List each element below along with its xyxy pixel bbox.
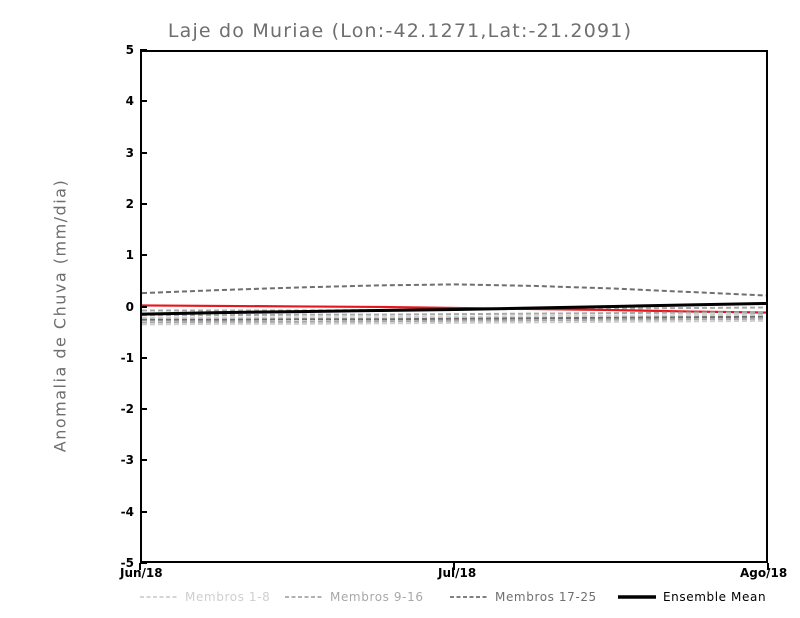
x-tick-label: Jul/18 [438, 566, 477, 580]
legend-label: Ensemble Mean [663, 590, 767, 604]
y-tick-label: -1 [120, 350, 134, 365]
series-line [142, 311, 766, 317]
y-tick-label: 4 [125, 94, 134, 109]
y-tick-label: 5 [125, 43, 134, 57]
y-tick-label: -2 [120, 402, 134, 417]
series-line [142, 304, 766, 314]
page-title: Laje do Muriae (Lon:-42.1271,Lat:-21.209… [167, 20, 633, 42]
x-tick-mark [453, 563, 455, 570]
y-tick-mark [140, 49, 147, 51]
y-tick-mark [140, 408, 147, 411]
y-tick-mark [140, 151, 147, 154]
plot-canvas [142, 283, 766, 326]
legend-item[interactable]: Membros 9-16 [285, 588, 424, 606]
legend-label: Membros 1-8 [185, 590, 271, 604]
y-tick-mark [140, 510, 147, 513]
legend-swatch-icon [140, 596, 178, 598]
y-tick-label: 1 [125, 248, 134, 263]
y-tick-label: 0 [125, 299, 134, 314]
legend-swatch-icon [450, 596, 488, 598]
legend-label: Membros 17-25 [495, 590, 597, 604]
y-tick-mark [140, 100, 147, 103]
legend: Membros 1-8 Membros 9-16 Membros 17-25 Ense… [0, 588, 800, 608]
y-tick-label: 3 [125, 145, 134, 160]
series-line [142, 319, 766, 326]
series-line [142, 313, 766, 319]
x-tick-mark [139, 563, 141, 570]
y-tick-mark [140, 562, 147, 564]
y-tick-mark [140, 305, 147, 308]
y-tick-mark [140, 356, 147, 359]
legend-label: Membros 9-16 [330, 590, 424, 604]
y-tick-mark [140, 202, 147, 205]
plot-area [140, 50, 768, 563]
y-tick-mark [140, 254, 147, 257]
y-tick-label: -5 [120, 556, 134, 570]
x-tick-label: Ago/18 [740, 566, 788, 580]
legend-item[interactable]: Membros 1-8 [140, 588, 270, 606]
y-axis-label: Anomalia de Chuva (mm/dia) [50, 178, 70, 453]
legend-swatch-icon [285, 596, 323, 598]
legend-item[interactable]: Ensemble Mean [618, 588, 766, 606]
series-line [142, 283, 766, 297]
legend-swatch-icon [618, 595, 656, 599]
y-tick-label: 2 [125, 196, 134, 211]
legend-item[interactable]: Membros 17-25 [450, 588, 597, 606]
series-line [142, 315, 766, 321]
y-axis-ticks: 5 4 3 2 1 0 -1 -2 -3 -4 -5 [100, 43, 134, 570]
series-line [142, 317, 766, 324]
series-line [142, 301, 766, 316]
x-tick-mark [767, 563, 769, 570]
y-tick-mark [140, 459, 147, 462]
y-tick-label: -3 [120, 453, 134, 468]
y-tick-label: -4 [120, 504, 134, 519]
x-tick-label: Jun/18 [120, 566, 163, 580]
